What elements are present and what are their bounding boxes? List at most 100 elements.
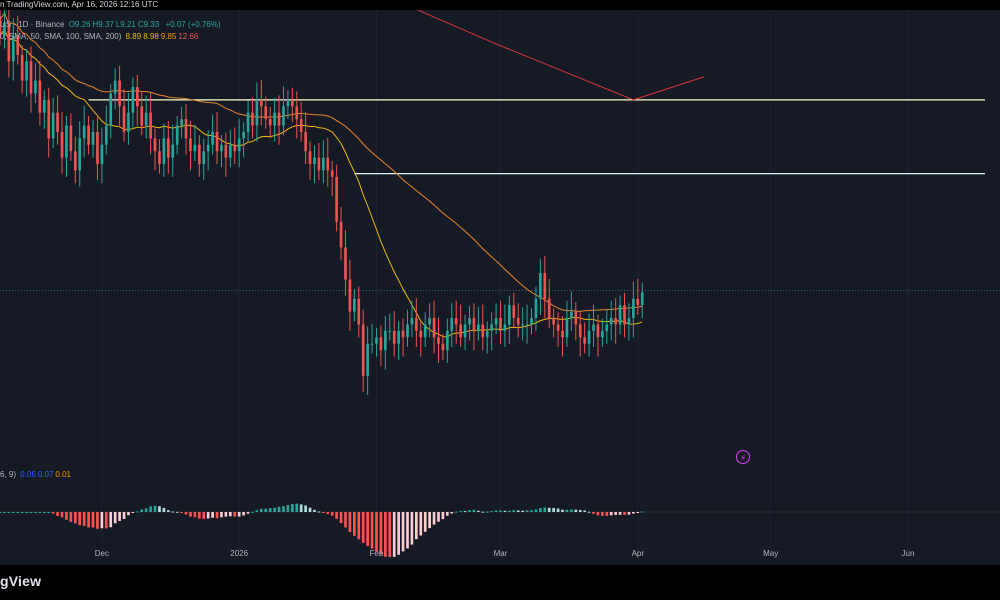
macd-bar	[149, 506, 152, 512]
macd-bar	[463, 511, 467, 513]
candle-body	[184, 119, 188, 139]
candle-body	[135, 87, 139, 107]
ma-value-2: 9.85	[160, 32, 177, 41]
candle-body	[224, 144, 228, 158]
macd-bar	[308, 507, 312, 512]
macd-bar	[366, 512, 369, 547]
macd-bar	[264, 508, 268, 512]
macd-bar	[596, 512, 600, 516]
macd-bar	[601, 512, 604, 516]
macd-bar	[322, 512, 325, 513]
macd-bar	[379, 512, 383, 555]
candle-body	[463, 324, 467, 338]
candle-body	[268, 119, 272, 126]
macd-bar	[494, 510, 498, 512]
ohlc-value-3: C9.33	[137, 20, 160, 29]
candle-body	[525, 324, 529, 326]
candle-body	[206, 144, 210, 152]
macd-bar	[499, 510, 502, 512]
candle-body	[237, 138, 241, 152]
macd-bar	[450, 512, 454, 514]
candle-body	[570, 311, 573, 319]
sma-200-line	[393, 0, 705, 101]
candle-body	[100, 144, 104, 165]
macd-bar	[295, 503, 299, 512]
candle-body	[29, 61, 33, 94]
macd-bar	[233, 512, 237, 517]
candle-body	[375, 337, 378, 344]
macd-bar	[220, 512, 223, 518]
macd-bar	[184, 512, 188, 515]
macd-bar	[326, 512, 330, 515]
macd-bar	[609, 512, 613, 516]
macd-bar	[530, 510, 533, 512]
macd-bar	[259, 508, 263, 512]
candle-body	[446, 330, 449, 351]
candle-body	[246, 112, 250, 132]
macd-bar	[237, 512, 241, 517]
candle-body	[521, 324, 524, 326]
macd-bar	[370, 512, 374, 549]
macd-bar	[618, 512, 622, 515]
sma-50-line	[0, 12, 643, 312]
candle-body	[441, 343, 445, 351]
x-tick-label: Apr	[632, 549, 645, 558]
macd-bar	[91, 512, 95, 528]
macd-bar	[277, 506, 281, 512]
macd-bar	[251, 511, 254, 513]
x-tick-label: Jun	[902, 549, 915, 558]
candle-body	[459, 324, 462, 338]
candle-body	[490, 324, 493, 331]
lightning-icon[interactable]: ⚡	[736, 450, 750, 464]
macd-bar	[583, 510, 586, 512]
macd-bar	[42, 512, 46, 513]
macd-bar	[578, 509, 582, 512]
macd-bar	[135, 511, 139, 513]
candle-body	[295, 106, 299, 120]
candle-body	[339, 221, 343, 248]
macd-bar	[100, 512, 104, 529]
macd-bar	[605, 512, 609, 516]
sma-20-line	[0, 28, 643, 338]
macd-bar	[512, 510, 516, 512]
macd-bar	[574, 509, 578, 512]
candle-body	[158, 151, 161, 165]
macd-bar	[565, 509, 569, 512]
candle-body	[51, 112, 55, 139]
macd-bar	[317, 511, 321, 513]
macd-bar	[344, 512, 347, 528]
candle-body	[242, 131, 245, 139]
ohlc-value-1: H9.37	[92, 20, 114, 29]
macd-bar	[472, 509, 476, 512]
macd-bar	[82, 512, 86, 526]
candle-body	[357, 298, 361, 325]
candle-body	[211, 131, 214, 145]
macd-bar	[632, 512, 635, 514]
macd-bar	[47, 512, 51, 513]
candle-body	[348, 279, 352, 312]
macd-bar	[73, 512, 77, 524]
candles	[0, 6, 644, 396]
macd-bar	[534, 509, 538, 512]
candle-body	[180, 119, 183, 126]
macd-bar	[34, 512, 37, 513]
candle-body	[96, 131, 99, 165]
candle-body	[543, 273, 547, 299]
ma-value-1: 8.98	[143, 32, 159, 41]
candle-body	[171, 144, 175, 158]
candle-body	[78, 138, 82, 171]
price-chart[interactable]: Dec 2026 Feb Mar Apr May Jun	[0, 0, 1000, 565]
macd-bar	[228, 512, 232, 517]
candle-body	[109, 93, 113, 126]
macd-bar	[25, 512, 28, 513]
candle-body	[16, 35, 20, 55]
macd-bar	[592, 512, 595, 514]
macd-bar	[623, 512, 626, 515]
candle-body	[197, 144, 201, 165]
macd-bar	[96, 512, 99, 529]
macd-value-0: 0.06	[20, 470, 36, 479]
candle-body	[583, 337, 586, 344]
candle-body	[601, 330, 604, 338]
candle-body	[322, 157, 325, 171]
candle-body	[282, 106, 285, 126]
